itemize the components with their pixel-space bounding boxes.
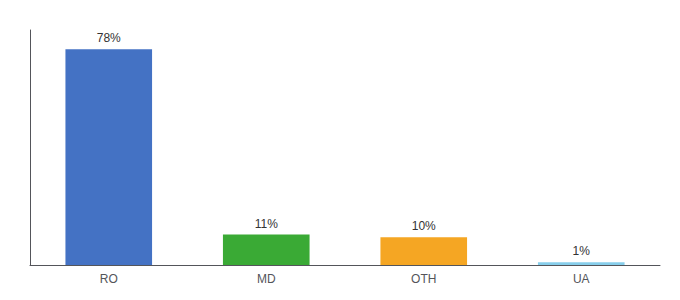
svg-text:OTH: OTH (411, 272, 436, 286)
svg-text:RO: RO (100, 272, 118, 286)
svg-text:MD: MD (257, 272, 276, 286)
svg-text:1%: 1% (573, 244, 591, 258)
svg-text:UA: UA (573, 272, 590, 286)
svg-text:10%: 10% (412, 219, 436, 233)
svg-text:78%: 78% (97, 31, 121, 45)
svg-text:11%: 11% (255, 217, 278, 231)
